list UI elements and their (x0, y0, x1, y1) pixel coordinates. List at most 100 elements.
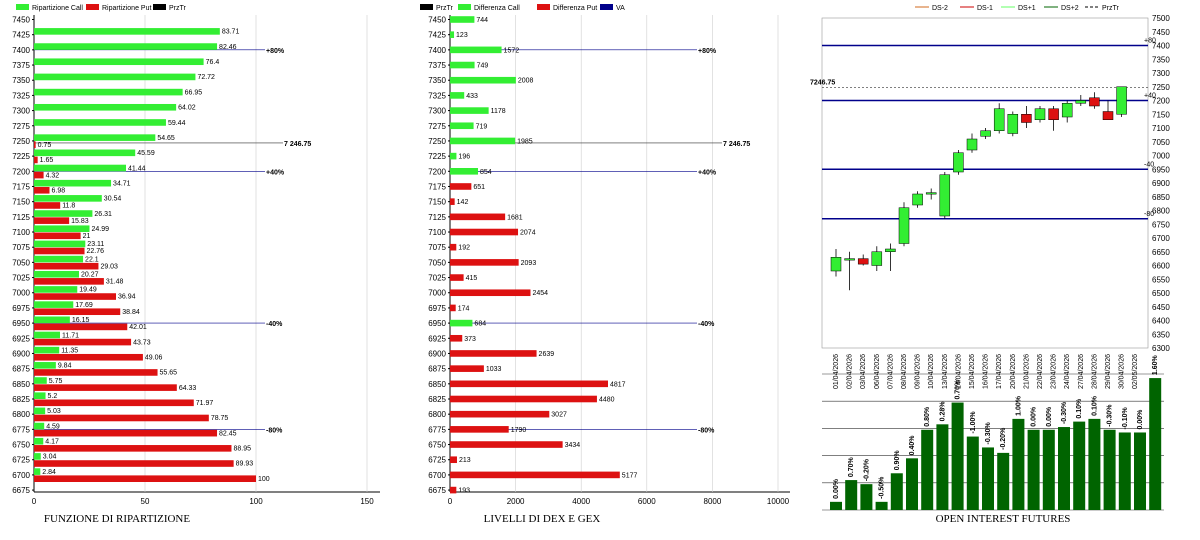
dex-gex-strike-label: 7350 (428, 76, 446, 85)
ripartizione-strike-label: 7175 (12, 182, 30, 191)
oi-bar (875, 501, 888, 510)
call-bar (34, 134, 156, 141)
candle-up (885, 248, 896, 252)
candle-down (1102, 111, 1114, 120)
candle-date-label: 27/04/2026 (1078, 354, 1085, 389)
candle-y-tick: 6600 (1152, 262, 1170, 271)
call-bar (34, 286, 78, 293)
candle-up (939, 174, 951, 217)
put-bar (34, 338, 132, 346)
put-diff-bar (450, 213, 506, 221)
candle-level-label: -40 (1144, 161, 1154, 168)
call-diff-bar (450, 107, 489, 114)
diff-value-label: 3027 (551, 412, 567, 419)
candle-y-tick: 6400 (1152, 317, 1170, 326)
oi-value-label: 0.70% (955, 379, 962, 400)
candle-date-label: 06/04/2026 (874, 354, 881, 389)
candle-date-label: 30/04/2026 (1119, 354, 1126, 389)
candle-y-tick: 6650 (1152, 248, 1170, 257)
oi-value-label: -0.20% (1000, 427, 1007, 450)
diff-value-label: 651 (473, 184, 485, 191)
put-bar (34, 445, 232, 452)
candle-y-tick: 7200 (1152, 97, 1170, 106)
ripartizione-caption: FUNZIONE DI RIPARTIZIONE (44, 513, 190, 525)
dex-gex-strike-label: 7325 (428, 91, 446, 100)
ripartizione-strike-label: 7125 (12, 213, 30, 222)
put-value-label: 29.03 (100, 263, 118, 270)
put-value-label: 31.48 (106, 279, 124, 286)
diff-value-label: 854 (480, 169, 492, 176)
put-diff-bar (450, 289, 531, 297)
dex-gex-x-tick: 4000 (572, 497, 590, 506)
call-value-label: 82.46 (219, 44, 237, 51)
diff-value-label: 1572 (504, 47, 520, 54)
call-bar (34, 316, 70, 324)
call-value-label: 22.1 (85, 256, 99, 263)
legend-dex-gex-3-swatch (600, 4, 613, 10)
dex-gex-strike-label: 7150 (428, 198, 446, 207)
legend-dex-gex-0-label: PrzTr (436, 5, 454, 12)
dex-gex-strike-label: 6700 (428, 471, 446, 480)
ripartizione-strike-label: 7275 (12, 122, 30, 131)
ripartizione-strike-label: 6675 (12, 486, 30, 495)
call-value-label: 9.84 (58, 363, 72, 370)
call-value-label: 66.95 (185, 89, 203, 96)
ripartizione-strike-label: 7200 (12, 167, 30, 176)
put-diff-bar (450, 426, 509, 433)
call-bar (34, 301, 74, 308)
ripartizione-strike-label: 6925 (12, 334, 30, 343)
diff-value-label: 123 (456, 32, 468, 39)
oi-bar (1149, 378, 1162, 510)
candle-y-tick: 7500 (1152, 14, 1170, 23)
oi-bar (921, 429, 934, 510)
ripartizione-strike-label: 7425 (12, 31, 30, 40)
candle-up (844, 258, 855, 261)
dex-gex-strike-label: 7300 (428, 107, 446, 116)
candle-price-label: 7246.75 (810, 80, 835, 87)
ripartizione-strike-label: 6900 (12, 349, 30, 358)
candle-date-label: 13/04/2026 (942, 354, 949, 389)
call-diff-bar (450, 61, 475, 69)
put-value-label: 15.83 (71, 218, 89, 225)
ripartizione-x-tick: 150 (360, 497, 374, 506)
oi-bar (1058, 427, 1070, 510)
oi-caption: OPEN INTEREST FUTURES (936, 513, 1071, 525)
put-value-label: 4.32 (46, 172, 60, 179)
legend-ripartizione-2-swatch (153, 4, 166, 10)
candle-y-tick: 6300 (1152, 344, 1170, 353)
diff-value-label: 749 (477, 63, 489, 70)
legend-ripartizione-2-label: PrzTr (169, 5, 187, 12)
call-diff-bar (450, 168, 479, 175)
dex-gex-strike-label: 7225 (428, 152, 446, 161)
call-bar (34, 377, 47, 384)
put-diff-bar (450, 228, 519, 236)
put-bar (34, 308, 121, 316)
ripartizione-strike-label: 6975 (12, 304, 30, 313)
put-diff-bar (450, 304, 456, 312)
dex-gex-strike-label: 6850 (428, 380, 446, 389)
candle-date-label: 03/04/2026 (860, 354, 867, 389)
ripartizione-price-label: 7 246.75 (284, 141, 311, 148)
oi-value-label: -0.30% (1061, 401, 1068, 424)
ripartizione-ref-label: -40% (266, 321, 283, 328)
diff-value-label: 1790 (511, 427, 527, 434)
candle-level-label: +40 (1144, 93, 1156, 100)
ripartizione-strike-label: 7050 (12, 258, 30, 267)
candle-y-tick: 7250 (1152, 83, 1170, 92)
put-bar (34, 247, 85, 255)
oi-value-label: -0.30% (985, 421, 992, 444)
candle-date-label: 07/04/2026 (887, 354, 894, 389)
call-value-label: 16.15 (72, 317, 90, 324)
ripartizione-ref-label: +80% (266, 48, 285, 55)
call-value-label: 4.17 (45, 439, 59, 446)
diff-value-label: 373 (464, 336, 476, 343)
candle-y-tick: 6900 (1152, 179, 1170, 188)
oi-value-label: 0.10% (1076, 398, 1083, 419)
dex-gex-strike-label: 6875 (428, 365, 446, 374)
ripartizione-strike-label: 6775 (12, 425, 30, 434)
ripartizione-strike-label: 7225 (12, 152, 30, 161)
candle-date-label: 10/04/2026 (928, 354, 935, 389)
call-bar (34, 331, 60, 339)
put-bar (34, 186, 50, 194)
call-diff-bar (450, 152, 457, 160)
